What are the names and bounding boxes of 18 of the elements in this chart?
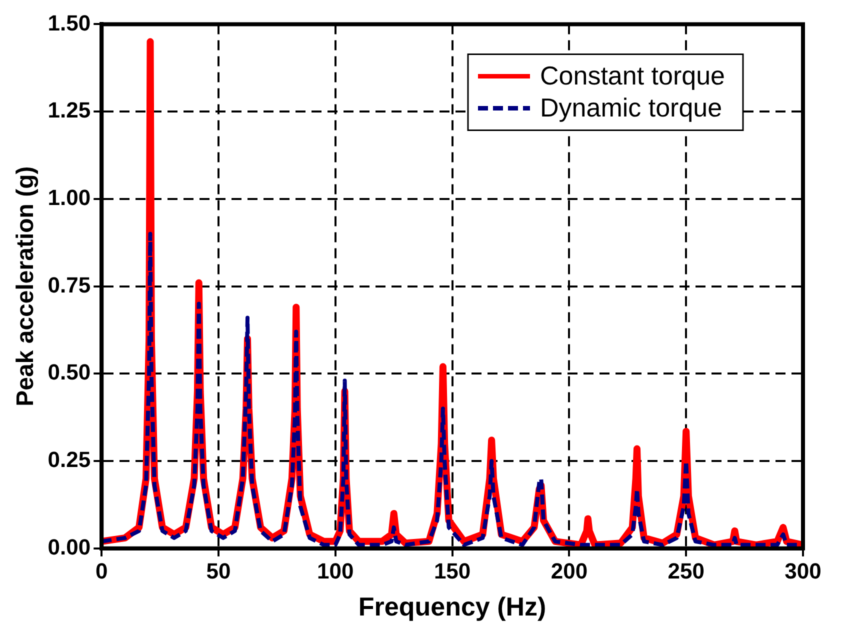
x-tick-label: 200 — [550, 558, 588, 584]
x-tick-label: 50 — [206, 558, 231, 584]
x-tick-label: 150 — [434, 558, 471, 584]
x-tick-label: 0 — [95, 558, 108, 584]
y-tick-label: 0.75 — [48, 272, 91, 298]
y-tick-label: 1.00 — [48, 184, 91, 210]
y-tick-label: 1.50 — [48, 10, 91, 36]
y-tick-label: 0.25 — [48, 447, 91, 472]
legend-label: Constant torque — [540, 60, 726, 90]
x-tick-label: 100 — [317, 558, 354, 584]
y-axis-title: Peak acceleration (g) — [12, 166, 40, 406]
y-tick-label: 0.50 — [48, 360, 91, 385]
x-tick-label: 300 — [784, 558, 822, 584]
y-tick-label: 1.25 — [48, 98, 91, 123]
x-tick-label: 250 — [668, 558, 704, 584]
legend-label: Dynamic torque — [540, 92, 722, 122]
x-axis-title: Frequency (Hz) — [358, 592, 546, 622]
y-tick-label: 0.00 — [48, 534, 91, 560]
